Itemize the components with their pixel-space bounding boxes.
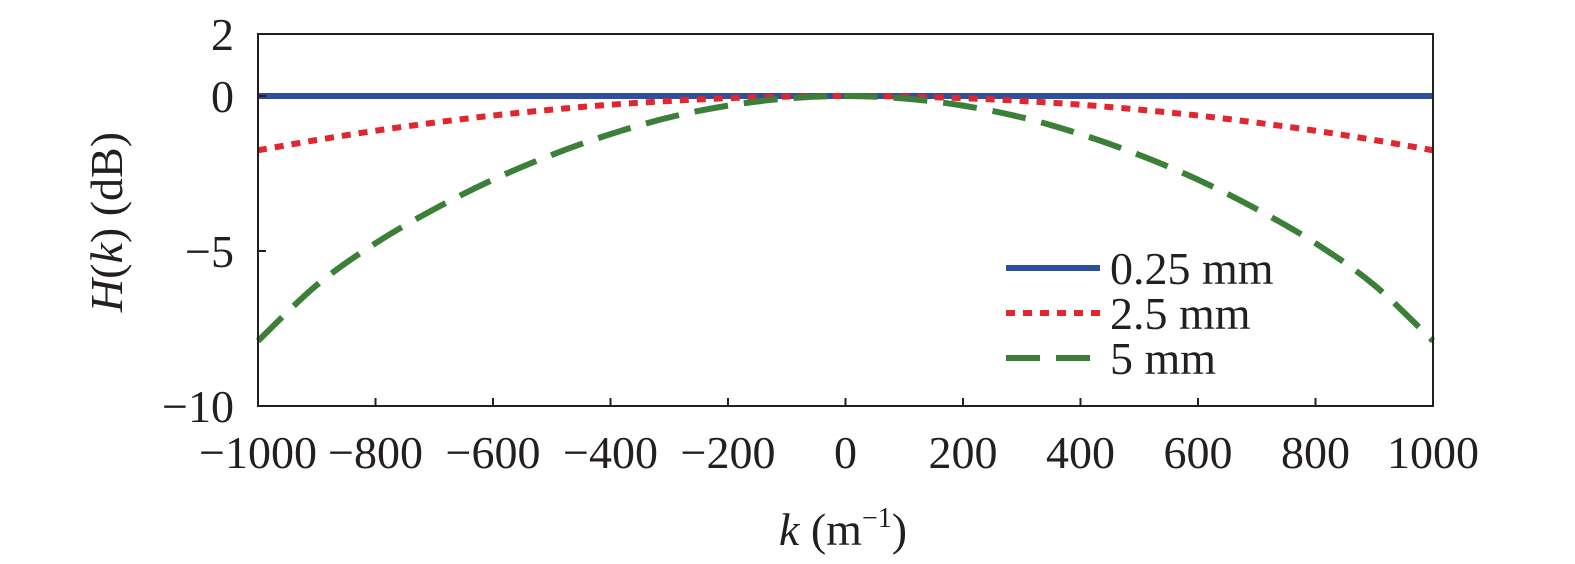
legend-label-1: 2.5 mm [1110,288,1251,339]
x-tick-label: −400 [563,427,658,478]
x-axis-label-sup: −1 [862,503,892,534]
tick-layer: −1000 −800 −600 −400 −200 0 200 400 600 800 1000 −1… [162,9,1479,478]
x-tick-label: 0 [834,427,857,478]
x-tick-label: −800 [328,427,423,478]
x-tick-label: 200 [929,427,998,478]
y-axis-label: H(k) (dB) [81,132,132,313]
y-tick-label: 0 [211,71,234,122]
x-axis-label: k (m−1) [779,503,907,555]
series-line-2 [255,92,1436,344]
plot-frame [257,33,1434,407]
y-tick-label: −10 [162,381,234,432]
x-tick-label: −200 [681,427,776,478]
series-layer [255,92,1436,344]
x-tick-label: 600 [1164,427,1233,478]
y-tick-label: 2 [211,9,234,60]
x-tick-label: 800 [1281,427,1350,478]
y-axis-label-rest: ) (dB) [81,132,132,243]
series-line-1 [257,92,1434,154]
x-tick-label: −600 [446,427,541,478]
y-axis-label-var2: k [81,242,132,264]
x-axis-label-rest: (m [799,504,862,555]
x-axis-label-close: ) [892,504,907,555]
x-tick-label: −1000 [199,427,317,478]
y-tick-label: −5 [185,226,234,277]
legend-label-0: 0.25 mm [1110,243,1274,294]
y-axis-label-var1: H [81,276,132,313]
legend-label-2: 5 mm [1110,333,1216,384]
y-axis-label-open: ( [81,264,132,279]
x-axis-label-var: k [779,504,801,555]
x-tick-label: 400 [1046,427,1115,478]
legend: 0.25 mm2.5 mm5 mm [1006,243,1274,384]
x-tick-label: 1000 [1387,427,1479,478]
